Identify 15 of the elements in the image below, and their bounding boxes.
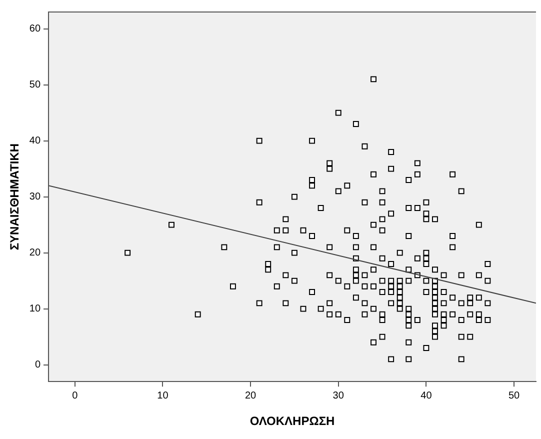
y-tick-label: 30	[29, 192, 41, 203]
y-tick-label: 40	[29, 136, 41, 147]
y-tick-label: 50	[29, 80, 41, 91]
x-tick-label: 40	[420, 390, 432, 402]
y-tick-label: 10	[29, 304, 41, 315]
y-tick-label: 20	[29, 248, 41, 259]
x-tick-label: 30	[332, 390, 344, 402]
x-tick-label: 20	[244, 390, 257, 402]
y-tick-label: 0	[34, 360, 41, 371]
x-tick-label: 10	[157, 390, 169, 402]
x-tick-label: 50	[508, 390, 520, 402]
x-axis-title: ΟΛΟΚΛΗΡΩΣΗ	[250, 414, 335, 428]
x-tick-label: 0	[72, 390, 78, 402]
y-axis-title: ΣΥΝΑΙΣΘΗΜΑΤΙΚΗ	[8, 143, 22, 250]
y-tick-label: 60	[29, 24, 41, 35]
